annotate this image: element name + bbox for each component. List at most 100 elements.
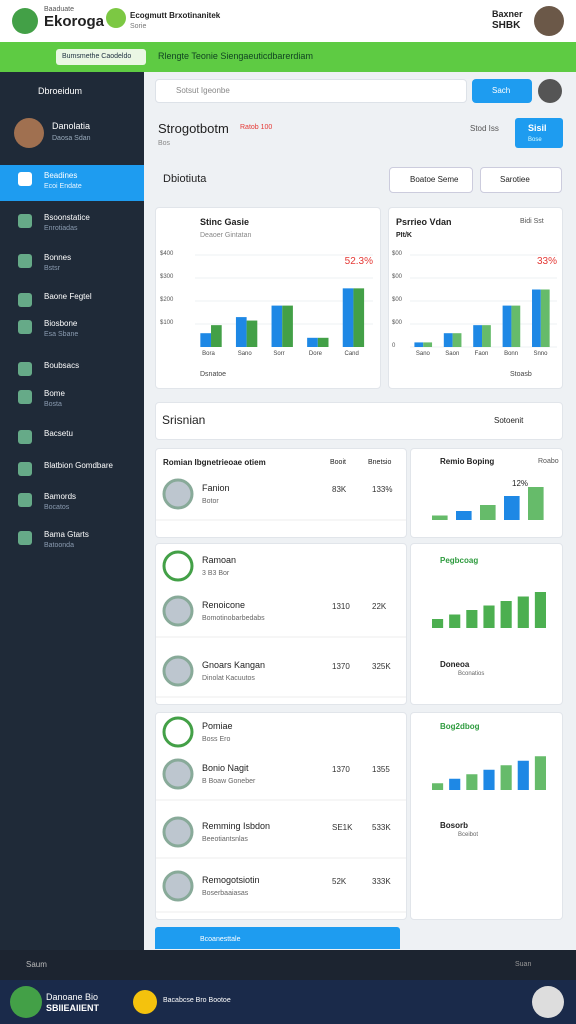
avatar[interactable]	[534, 6, 564, 36]
label: Boss Ero	[202, 736, 231, 743]
nav-item[interactable]: Biosbone	[44, 319, 78, 328]
label: Stoasb	[510, 371, 532, 378]
nav-item[interactable]: Beadines	[44, 171, 78, 180]
label: 333K	[372, 877, 391, 886]
label: Deaoer Gintatan	[200, 232, 252, 239]
label: Danoane Bio	[46, 992, 99, 1002]
section-header	[155, 402, 563, 440]
nav-icon	[18, 320, 32, 334]
bar	[235, 317, 247, 347]
status-bar	[0, 950, 576, 980]
x-tick-label: Snno	[533, 351, 548, 357]
bar	[200, 333, 212, 347]
label: Dsnatoe	[200, 371, 227, 378]
search[interactable]	[155, 79, 467, 103]
app-icon	[106, 8, 126, 28]
label[interactable]: Sotsut Igeonbe	[176, 86, 230, 95]
label: Gnoars Kangan	[202, 660, 266, 670]
nav-item[interactable]: Bama Gtarts	[44, 530, 89, 539]
filter[interactable]	[389, 167, 473, 193]
label: Ramoan	[202, 555, 237, 565]
table-card	[155, 712, 407, 920]
label[interactable]: Sisil	[528, 123, 547, 133]
label: Dinolat Kacuutos	[202, 675, 255, 682]
label: 3 B3 Bor	[202, 570, 230, 577]
label: Bosta	[44, 401, 62, 408]
label: Bidi Sst	[520, 218, 544, 225]
label[interactable]: Bacabcse Bro Bootoe	[163, 997, 231, 1004]
nav-item[interactable]: Bonnes	[44, 253, 72, 262]
address-bar	[0, 42, 576, 72]
label: Danolatia	[52, 121, 91, 131]
bar	[502, 305, 512, 347]
label: Enrotiadas	[44, 225, 78, 232]
nav-item[interactable]: Bacsetu	[44, 429, 73, 438]
bar	[432, 515, 448, 520]
label: Booit	[330, 459, 346, 466]
label[interactable]: Sach	[492, 86, 511, 95]
label: Doneoa	[440, 660, 470, 669]
y-tick-label: $00	[392, 297, 403, 303]
bar	[528, 487, 544, 520]
label: 33%	[536, 256, 557, 267]
avatar[interactable]	[532, 986, 564, 1018]
table-card	[155, 448, 407, 538]
nav-item[interactable]: Baone Fegtel	[44, 292, 92, 301]
nav-item[interactable]: Boubsacs	[44, 361, 80, 370]
label[interactable]: Bose	[528, 137, 542, 143]
nav-icon	[18, 172, 32, 186]
label[interactable]: Boatoe Seme	[410, 175, 459, 184]
bar	[432, 619, 444, 628]
label: Remogotsiotin	[202, 875, 260, 885]
label: Bceibot	[458, 832, 479, 838]
avatar	[162, 758, 194, 790]
label: Strogotbotm	[158, 121, 229, 136]
label: Botor	[202, 498, 219, 505]
nav-item[interactable]: Bsoonstatice	[44, 213, 90, 222]
label: Baxner	[492, 9, 523, 19]
bar	[317, 337, 329, 347]
nav-item[interactable]: Bome	[44, 389, 65, 398]
avatar	[162, 595, 194, 627]
bar	[482, 325, 491, 347]
label: Sorie	[130, 23, 147, 30]
y-tick-label: $100	[160, 320, 174, 326]
cta[interactable]	[515, 118, 563, 148]
label: Bog2dbog	[440, 722, 480, 731]
nav-icon	[18, 531, 32, 545]
avatar	[162, 478, 194, 510]
brand: Ekoroga	[44, 13, 105, 30]
nav-item[interactable]: Bamords	[44, 492, 77, 501]
avatar[interactable]	[538, 79, 562, 103]
label: Bosorb	[440, 821, 468, 830]
label: SE1K	[332, 823, 353, 832]
label: 1370	[332, 765, 350, 774]
table-card	[155, 543, 407, 705]
label: Suan	[515, 961, 532, 968]
bar	[473, 325, 483, 347]
bar	[342, 288, 354, 347]
icon	[133, 990, 157, 1014]
label: Pomiae	[202, 721, 233, 731]
url-field[interactable]	[56, 49, 146, 65]
label: Srisnian	[162, 413, 206, 427]
label[interactable]: Sotoenit	[494, 416, 524, 425]
label: Psrrieo Vdan	[396, 217, 452, 227]
label: Esa Sbane	[44, 331, 79, 338]
y-tick-label: 0	[392, 343, 396, 349]
search-button[interactable]	[472, 79, 532, 103]
label: 133%	[372, 485, 393, 494]
label: Bocatos	[44, 504, 70, 511]
banner[interactable]	[155, 927, 400, 949]
label: Stinc Gasie	[200, 217, 250, 227]
nav-item[interactable]: Blatbion Gomdbare	[44, 461, 113, 470]
bar	[517, 596, 529, 628]
label[interactable]: Sarotiee	[500, 175, 530, 184]
nav-icon	[18, 254, 32, 268]
bar	[307, 337, 318, 347]
sort[interactable]	[480, 167, 562, 193]
bar	[414, 342, 424, 347]
label[interactable]: Bcoanesttale	[200, 936, 241, 943]
bar	[452, 333, 462, 347]
